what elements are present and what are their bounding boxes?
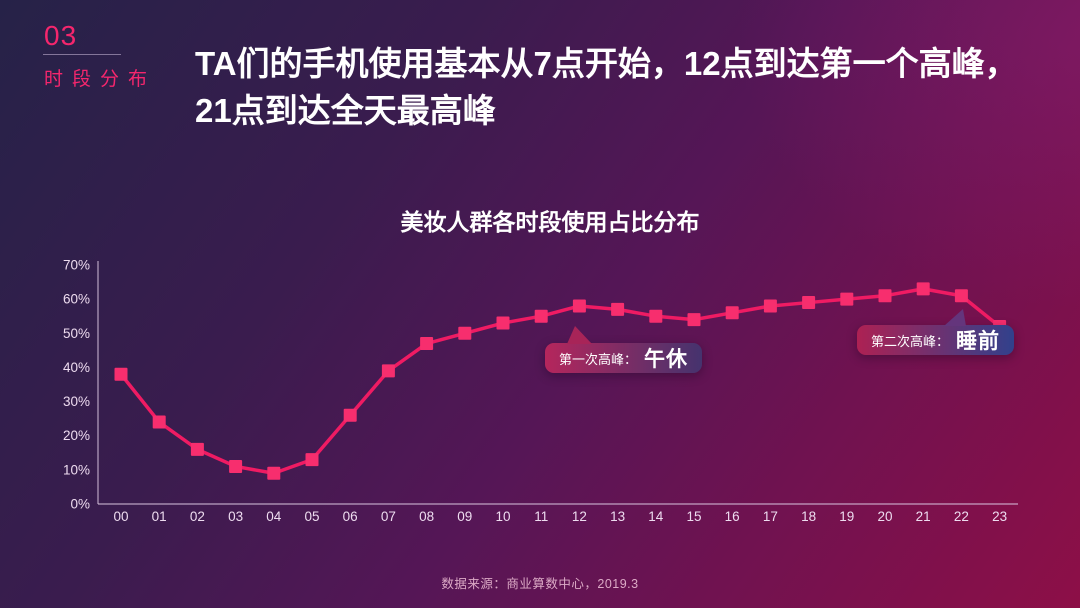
svg-text:17: 17 [763,509,778,524]
svg-text:12: 12 [572,509,587,524]
svg-text:20: 20 [877,509,892,524]
data-source-note: 数据来源：商业算数中心，2019.3 [441,577,639,591]
axes [97,261,1018,505]
svg-text:07: 07 [381,509,396,524]
svg-text:40%: 40% [63,360,90,375]
svg-text:15: 15 [686,509,701,524]
svg-text:60%: 60% [63,292,90,307]
section-divider-line [43,54,121,55]
svg-text:14: 14 [648,509,664,524]
svg-text:00: 00 [113,509,128,524]
annotation-label: 午休 [644,348,689,371]
section-number: 03 [44,20,78,51]
annotation-prefix: 第一次高峰： [559,351,638,367]
headline-line-1: TA们的手机使用基本从7点开始，12点到达第一个高峰， [195,45,1018,82]
usage-line-chart: 0%10%20%30%40%50%60%70%00 01 02 03 04 05 06 07 0… [63,258,1018,524]
svg-text:05: 05 [304,509,319,524]
headline-line-2: 21点到达全天最高峰 [195,92,496,129]
svg-text:11: 11 [534,509,548,524]
svg-text:13: 13 [610,509,625,524]
y-axis-labels: 0% 10% 20% 30% 40% 50% 60% 70% [63,258,90,512]
annotation-second-peak: 第二次高峰： 睡前 [857,309,1015,355]
svg-text:08: 08 [419,509,434,524]
svg-text:06: 06 [343,509,358,524]
section-label: 时段分布 [44,69,157,90]
svg-text:18: 18 [801,509,816,524]
svg-text:02: 02 [190,509,205,524]
svg-text:50%: 50% [63,326,90,341]
series-markers [114,282,1007,480]
series-line [119,287,1002,476]
chart-title: 美妆人群各时段使用占比分布 [400,209,700,235]
svg-text:70%: 70% [63,258,90,273]
annotation-prefix: 第二次高峰： [871,333,950,349]
svg-text:04: 04 [266,509,282,524]
svg-text:09: 09 [457,509,472,524]
svg-text:22: 22 [954,509,969,524]
annotation-label: 睡前 [956,330,1001,353]
svg-text:10: 10 [495,509,510,524]
svg-text:03: 03 [228,509,243,524]
svg-text:10%: 10% [63,462,90,477]
annotation-pointer-icon [567,326,592,344]
annotation-first-peak: 第一次高峰： 午休 [545,326,703,373]
svg-text:19: 19 [839,509,854,524]
annotation-pointer-icon [944,309,967,326]
svg-text:20%: 20% [63,428,90,443]
svg-text:0%: 0% [70,497,90,512]
svg-text:30%: 30% [63,394,90,409]
svg-text:23: 23 [992,509,1007,524]
x-axis-labels: 00 01 02 03 04 05 06 07 08 09 10 11 12 13 14 15 16 17 18 19… [113,509,1007,524]
svg-text:21: 21 [916,509,931,524]
svg-text:01: 01 [152,509,167,524]
svg-text:16: 16 [725,509,740,524]
slide-headline: TA们的手机使用基本从7点开始，12点到达第一个高峰， 21点到达全天最高峰 [195,40,1018,134]
